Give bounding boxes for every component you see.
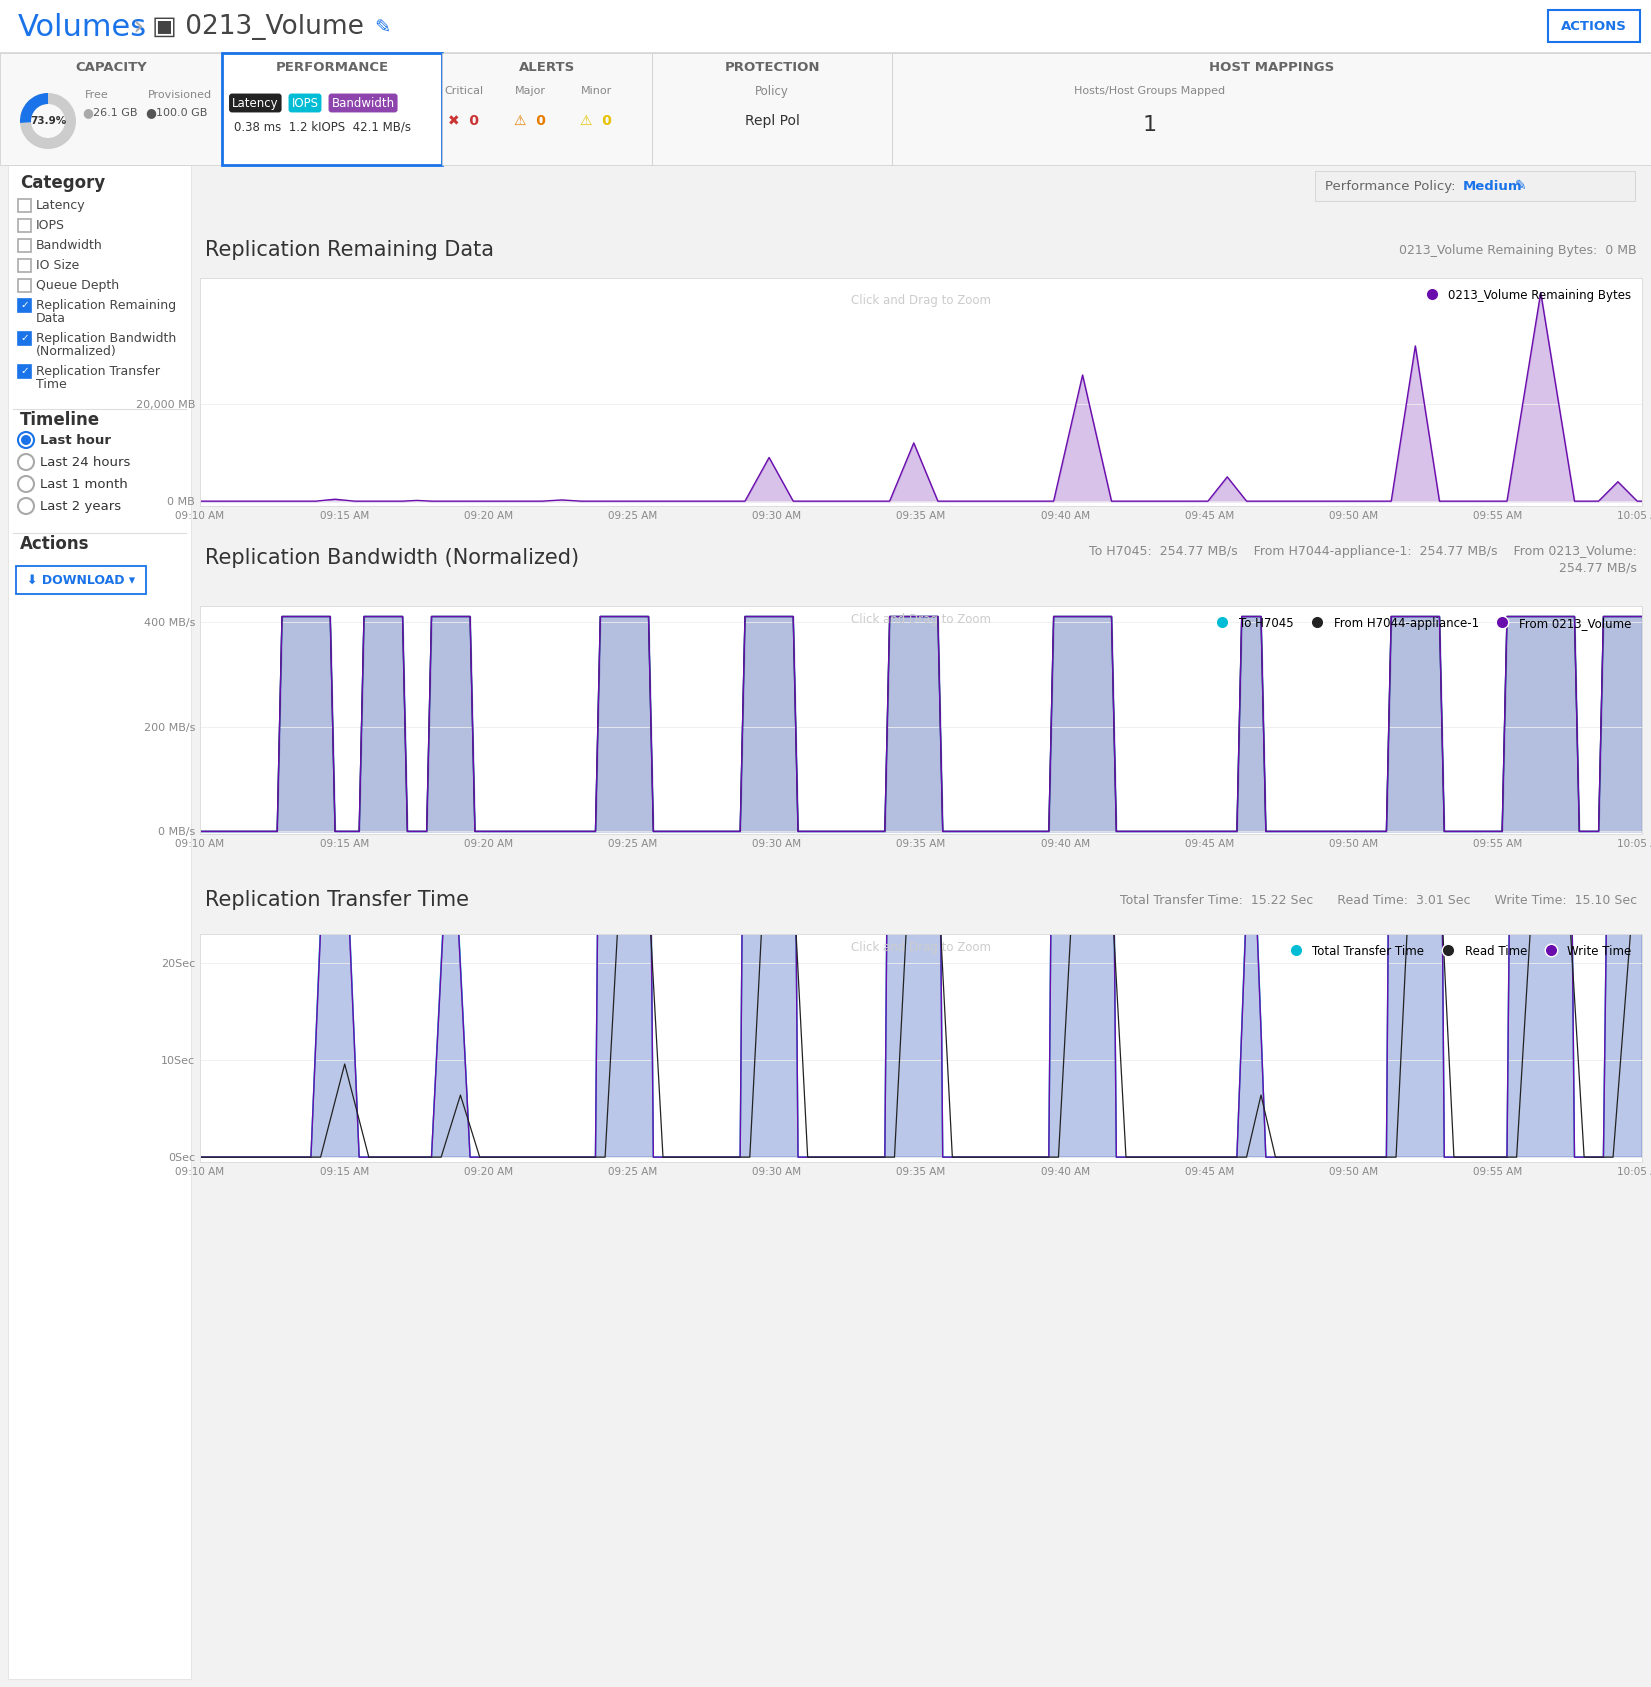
Text: Policy: Policy [755,84,789,98]
Text: Data: Data [36,312,66,324]
FancyBboxPatch shape [18,240,31,251]
Wedge shape [20,93,76,148]
Text: ⚠  0: ⚠ 0 [513,115,546,128]
Text: ALERTS: ALERTS [518,61,575,74]
Text: CAPACITY: CAPACITY [76,61,147,74]
Text: ✎: ✎ [375,19,390,37]
Bar [652,52,892,165]
Text: Last 2 years: Last 2 years [40,499,121,513]
Bar [442,52,652,165]
Text: IO Size: IO Size [36,258,79,272]
Text: 0213_Volume Remaining Bytes:  0 MB: 0213_Volume Remaining Bytes: 0 MB [1400,243,1638,256]
Text: ●: ● [145,106,155,120]
Text: (Normalized): (Normalized) [36,344,117,358]
FancyBboxPatch shape [18,219,31,233]
Text: Latency: Latency [233,96,279,110]
Text: Performance Policy:: Performance Policy: [1326,179,1456,192]
Text: Hosts/Host Groups Mapped: Hosts/Host Groups Mapped [1075,86,1225,96]
Bar [1314,170,1634,201]
Text: Replication Transfer: Replication Transfer [36,364,160,378]
Text: Critical: Critical [444,86,484,96]
Text: ACTIONS: ACTIONS [1562,20,1626,32]
Text: 73.9%: 73.9% [30,116,66,127]
FancyBboxPatch shape [18,332,31,346]
Text: Total Transfer Time:  15.22 Sec      Read Time:  3.01 Sec      Write Time:  15.1: Total Transfer Time: 15.22 Sec Read Time… [1119,894,1638,906]
FancyBboxPatch shape [18,260,31,272]
Text: Medium: Medium [1463,179,1522,192]
Circle shape [18,432,35,449]
FancyBboxPatch shape [18,199,31,213]
Text: Major: Major [515,86,545,96]
Text: Provisioned: Provisioned [149,89,211,100]
Text: ▣ 0213_Volume: ▣ 0213_Volume [152,13,363,40]
Bar [0,52,1651,165]
Bar [0,0,1651,52]
Bar [8,165,192,1679]
Text: ⚠  0: ⚠ 0 [580,115,613,128]
Circle shape [18,498,35,515]
Text: HOST MAPPINGS: HOST MAPPINGS [1210,61,1334,74]
Text: To H7045:  254.77 MB/s    From H7044-appliance-1:  254.77 MB/s    From 0213_Volu: To H7045: 254.77 MB/s From H7044-applian… [1090,545,1638,557]
Circle shape [21,435,31,445]
Text: Replication Transfer Time: Replication Transfer Time [205,891,469,909]
Text: Latency: Latency [36,199,86,211]
Text: 0.38 ms  1.2 kIOPS  42.1 MB/s: 0.38 ms 1.2 kIOPS 42.1 MB/s [234,120,411,133]
FancyBboxPatch shape [18,364,31,378]
Text: Actions: Actions [20,535,89,553]
Text: Replication Remaining Data: Replication Remaining Data [205,240,494,260]
Text: Replication Remaining: Replication Remaining [36,299,177,312]
Text: Click and Drag to Zoom: Click and Drag to Zoom [850,941,991,953]
Circle shape [18,454,35,471]
Text: ●: ● [83,106,92,120]
Text: IOPS: IOPS [292,96,319,110]
Text: Queue Depth: Queue Depth [36,278,119,292]
FancyBboxPatch shape [18,278,31,292]
Legend: Total Transfer Time, Read Time, Write Time: Total Transfer Time, Read Time, Write Ti… [1280,940,1636,962]
Bar [892,52,1651,165]
Bar [1549,10,1639,42]
Text: ✓: ✓ [20,300,28,310]
Wedge shape [20,93,48,123]
Legend: To H7045, From H7044-appliance-1, From 0213_Volume: To H7045, From H7044-appliance-1, From 0… [1205,612,1636,634]
Text: ✎: ✎ [1516,179,1527,192]
FancyBboxPatch shape [18,299,31,312]
Bar [0,52,221,165]
Text: Free: Free [84,89,109,100]
Text: Bandwidth: Bandwidth [36,238,102,251]
Text: ⬇ DOWNLOAD ▾: ⬇ DOWNLOAD ▾ [26,574,135,587]
Legend: 0213_Volume Remaining Bytes: 0213_Volume Remaining Bytes [1415,283,1636,307]
Text: Category: Category [20,174,106,192]
Text: Timeline: Timeline [20,412,101,428]
Text: 100.0 GB: 100.0 GB [155,108,208,118]
Text: PROTECTION: PROTECTION [725,61,821,74]
Text: 26.1 GB: 26.1 GB [92,108,137,118]
Text: Click and Drag to Zoom: Click and Drag to Zoom [850,612,991,626]
Text: Replication Bandwidth: Replication Bandwidth [36,332,177,344]
Text: ✓: ✓ [20,332,28,342]
Text: ✖  0: ✖ 0 [449,115,479,128]
Text: Time: Time [36,378,66,390]
Bar [17,567,145,594]
Text: 254.77 MB/s: 254.77 MB/s [1559,562,1638,575]
Text: ›: › [132,13,144,40]
Text: Bandwidth: Bandwidth [332,96,395,110]
Text: PERFORMANCE: PERFORMANCE [276,61,388,74]
Text: Last hour: Last hour [40,434,111,447]
Text: Repl Pol: Repl Pol [745,115,799,128]
Bar [221,52,442,165]
Text: Last 24 hours: Last 24 hours [40,455,130,469]
Text: Click and Drag to Zoom: Click and Drag to Zoom [850,294,991,307]
Text: ✓: ✓ [20,366,28,376]
Text: Last 1 month: Last 1 month [40,477,127,491]
Text: 1: 1 [1142,115,1157,135]
Text: IOPS: IOPS [36,219,64,231]
Circle shape [18,476,35,493]
Text: Replication Bandwidth (Normalized): Replication Bandwidth (Normalized) [205,548,580,569]
Text: Volumes: Volumes [18,12,147,42]
Text: Minor: Minor [581,86,611,96]
